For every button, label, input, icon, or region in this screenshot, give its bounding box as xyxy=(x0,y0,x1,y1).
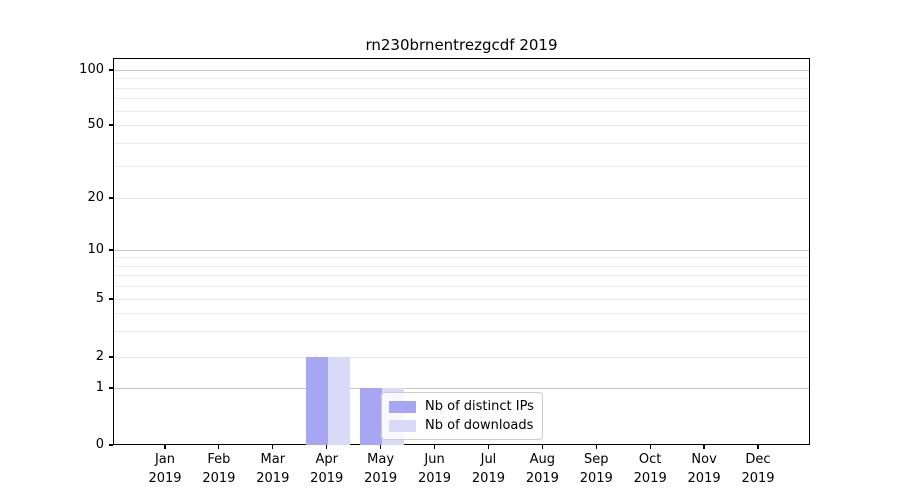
x-tick-label-jun: Jun 2019 xyxy=(405,450,465,488)
x-tick-mar xyxy=(272,445,274,449)
x-tick-year: 2019 xyxy=(525,471,559,486)
gridline-y-7 xyxy=(114,275,809,277)
y-tick-10 xyxy=(108,249,113,251)
gridline-y-4 xyxy=(114,313,809,315)
gridline-y-40 xyxy=(114,142,809,144)
x-tick-label-nov: Nov 2019 xyxy=(674,450,734,488)
bar-distinct-ips-may xyxy=(359,388,382,445)
legend-swatch-icon xyxy=(389,419,416,432)
y-tick-50 xyxy=(108,124,113,126)
y-tick-20 xyxy=(108,197,113,199)
gridline-y-80 xyxy=(114,87,809,89)
x-tick-label-feb: Feb 2019 xyxy=(189,450,249,488)
x-tick-sep xyxy=(595,445,597,449)
y-tick-2 xyxy=(108,356,113,358)
y-tick-label-50: 50 xyxy=(87,117,104,132)
x-tick-month: May xyxy=(367,452,395,467)
y-tick-label-2: 2 xyxy=(95,349,104,364)
bar-downloads-apr xyxy=(327,357,350,445)
x-tick-year: 2019 xyxy=(741,471,775,486)
legend-row-distinct-ips: Nb of distinct IPs xyxy=(389,397,534,416)
legend-row-downloads: Nb of downloads xyxy=(389,416,534,435)
x-tick-jan xyxy=(164,445,166,449)
bar-distinct-ips-apr xyxy=(305,357,328,445)
legend-label: Nb of downloads xyxy=(425,418,534,433)
x-tick-year: 2019 xyxy=(579,471,613,486)
y-tick-label-5: 5 xyxy=(95,291,104,306)
y-tick-label-10: 10 xyxy=(87,242,104,257)
y-tick-label-1: 1 xyxy=(95,380,104,395)
y-tick-1 xyxy=(108,387,113,389)
x-tick-may xyxy=(380,445,382,449)
y-tick-label-0: 0 xyxy=(95,437,104,452)
x-tick-feb xyxy=(218,445,220,449)
x-tick-month: Oct xyxy=(638,452,662,467)
x-tick-apr xyxy=(326,445,328,449)
x-tick-label-jan: Jan 2019 xyxy=(135,450,195,488)
y-tick-100 xyxy=(108,69,113,71)
x-tick-month: Aug xyxy=(529,452,556,467)
legend-swatch-icon xyxy=(389,400,416,413)
x-tick-year: 2019 xyxy=(148,471,182,486)
y-tick-0 xyxy=(108,444,113,446)
x-tick-month: Jul xyxy=(480,452,497,467)
x-tick-label-mar: Mar 2019 xyxy=(243,450,303,488)
x-tick-jul xyxy=(487,445,490,449)
x-tick-month: Nov xyxy=(691,452,717,467)
y-tick-label-100: 100 xyxy=(79,62,104,77)
legend: Nb of distinct IPs Nb of downloads xyxy=(381,392,543,440)
x-tick-year: 2019 xyxy=(364,471,398,486)
x-tick-label-apr: Apr 2019 xyxy=(297,450,357,488)
x-tick-year: 2019 xyxy=(471,471,505,486)
x-tick-year: 2019 xyxy=(633,471,667,486)
gridline-y-60 xyxy=(114,110,809,112)
x-tick-year: 2019 xyxy=(202,471,236,486)
gridline-y-90 xyxy=(114,78,809,80)
gridline-y-2 xyxy=(114,357,809,358)
y-tick-5 xyxy=(108,298,113,300)
x-tick-month: Dec xyxy=(745,452,771,467)
x-tick-month: Jan xyxy=(154,452,176,467)
chart-title: rn230brnentrezgcdf 2019 xyxy=(365,36,558,54)
x-tick-month: Apr xyxy=(315,452,338,467)
y-tick-label-20: 20 xyxy=(87,190,104,205)
gridline-y-6 xyxy=(114,286,809,288)
x-tick-label-may: May 2019 xyxy=(351,450,411,488)
x-tick-aug xyxy=(541,445,543,449)
gridline-y-8 xyxy=(114,265,809,267)
gridline-y-9 xyxy=(114,257,809,259)
x-tick-month: Mar xyxy=(260,452,286,467)
x-tick-month: Feb xyxy=(207,452,231,467)
x-tick-year: 2019 xyxy=(417,471,452,486)
x-tick-year: 2019 xyxy=(310,471,344,486)
x-tick-year: 2019 xyxy=(687,471,721,486)
x-tick-month: Sep xyxy=(584,452,609,467)
plot-area xyxy=(113,58,810,445)
x-tick-year: 2019 xyxy=(256,471,290,486)
x-tick-label-sep: Sep 2019 xyxy=(566,450,626,488)
gridline-y-100 xyxy=(114,70,809,71)
x-tick-label-aug: Aug 2019 xyxy=(512,450,572,488)
gridline-y-20 xyxy=(114,198,809,199)
x-tick-label-dec: Dec 2019 xyxy=(728,450,788,488)
gridline-y-5 xyxy=(114,299,809,300)
x-tick-label-oct: Oct 2019 xyxy=(620,450,680,488)
x-tick-jun xyxy=(433,445,436,449)
gridline-y-30 xyxy=(114,165,809,167)
gridline-y-50 xyxy=(114,125,809,126)
x-tick-oct xyxy=(649,445,651,449)
x-tick-nov xyxy=(703,445,705,449)
gridline-y-70 xyxy=(114,98,809,100)
x-tick-month: Jun xyxy=(424,452,445,467)
legend-label: Nb of distinct IPs xyxy=(425,399,534,414)
x-tick-dec xyxy=(757,445,759,449)
gridline-y-10 xyxy=(114,250,809,251)
gridline-y-1 xyxy=(114,388,809,389)
x-tick-label-jul: Jul 2019 xyxy=(458,450,518,488)
gridline-y-3 xyxy=(114,331,809,333)
